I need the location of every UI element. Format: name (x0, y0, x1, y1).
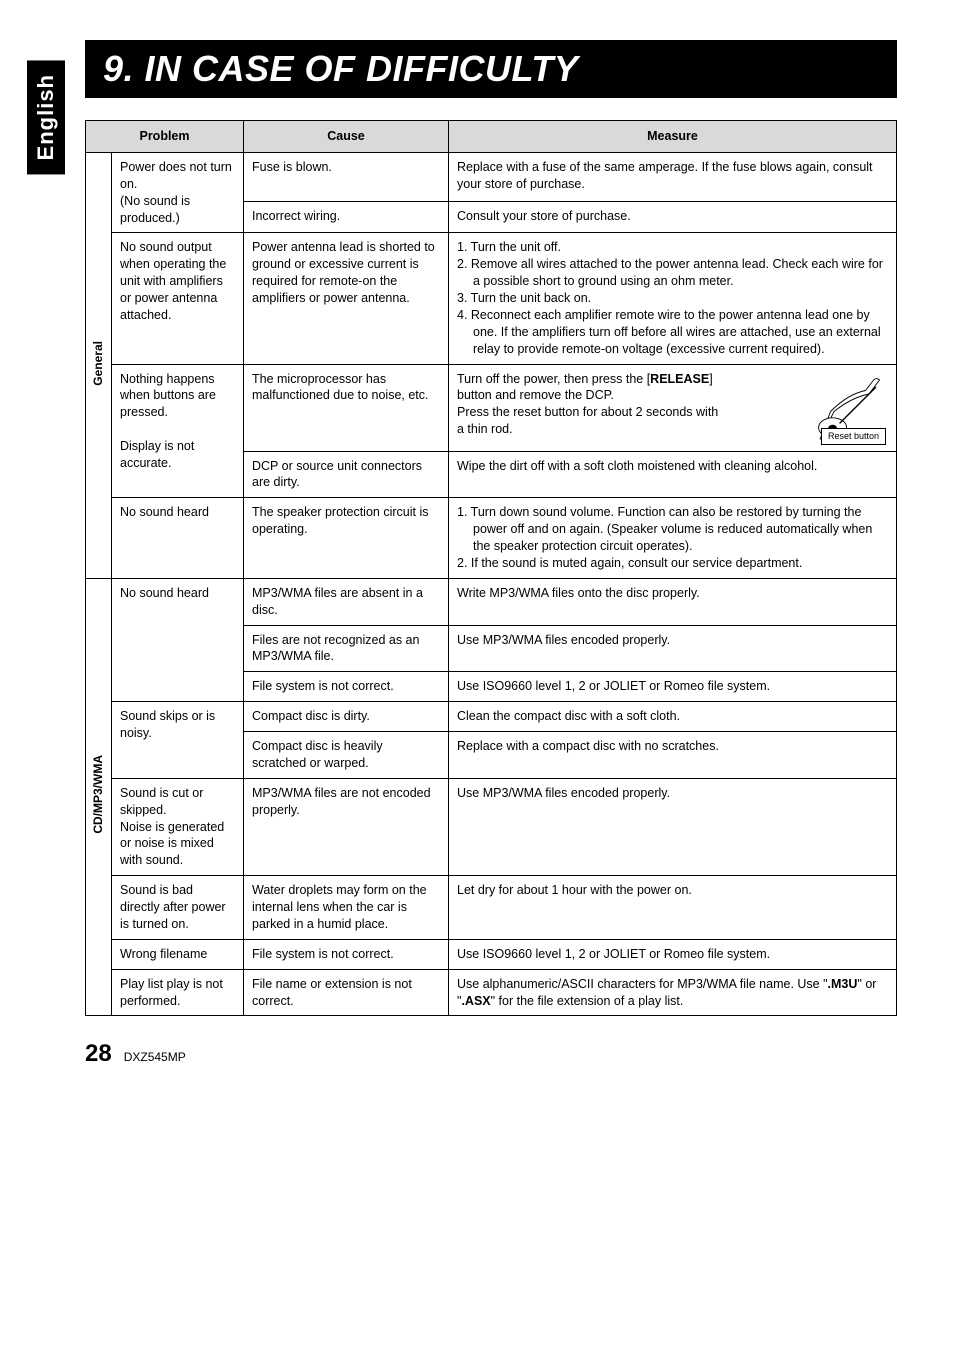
problem-cell: No sound heard (112, 578, 244, 701)
problem-cell: Sound is cut or skipped.Noise is generat… (112, 778, 244, 875)
cause-cell: Incorrect wiring. (244, 201, 449, 232)
table-row: Sound is cut or skipped.Noise is generat… (86, 778, 897, 875)
table-row: No sound output when operating the unit … (86, 233, 897, 364)
measure-cell: Replace with a fuse of the same amperage… (449, 152, 897, 201)
cause-cell: DCP or source unit connectors are dirty. (244, 451, 449, 498)
cause-cell: Fuse is blown. (244, 152, 449, 201)
measure-cell: Use ISO9660 level 1, 2 or JOLIET or Rome… (449, 939, 897, 969)
cause-cell: Compact disc is heavily scratched or war… (244, 732, 449, 779)
th-cause: Cause (244, 121, 449, 153)
model-label: DXZ545MP (124, 1050, 186, 1064)
page-footer: 28 DXZ545MP (85, 1040, 897, 1068)
page: English 9. IN CASE OF DIFFICULTY Problem… (37, 40, 897, 1068)
measure-cell: Let dry for about 1 hour with the power … (449, 876, 897, 940)
measure-cell: Wipe the dirt off with a soft cloth mois… (449, 451, 897, 498)
problem-cell: No sound heard (112, 498, 244, 579)
th-measure: Measure (449, 121, 897, 153)
table-row: CD/MP3/WMANo sound heardMP3/WMA files ar… (86, 578, 897, 625)
cause-cell: File system is not correct. (244, 939, 449, 969)
category-cell: CD/MP3/WMA (86, 578, 112, 1016)
cause-cell: Files are not recognized as an MP3/WMA f… (244, 625, 449, 672)
problem-cell: Sound is bad directly after power is tur… (112, 876, 244, 940)
language-tab: English (27, 60, 65, 174)
category-label: CD/MP3/WMA (90, 755, 106, 834)
measure-cell: Clean the compact disc with a soft cloth… (449, 702, 897, 732)
cause-cell: File system is not correct. (244, 672, 449, 702)
cause-cell: MP3/WMA files are absent in a disc. (244, 578, 449, 625)
table-row: No sound heardThe speaker protection cir… (86, 498, 897, 579)
troubleshoot-table: Problem Cause Measure GeneralPower does … (85, 120, 897, 1016)
measure-cell: Use alphanumeric/ASCII characters for MP… (449, 969, 897, 1016)
category-label: General (90, 341, 106, 386)
problem-cell: No sound output when operating the unit … (112, 233, 244, 364)
table-header-row: Problem Cause Measure (86, 121, 897, 153)
problem-cell: Sound skips or is noisy. (112, 702, 244, 779)
table-row: GeneralPower does not turn on.(No sound … (86, 152, 897, 201)
table-row: Sound skips or is noisy.Compact disc is … (86, 702, 897, 732)
page-number: 28 (85, 1040, 112, 1068)
problem-cell: Wrong filename (112, 939, 244, 969)
cause-cell: Compact disc is dirty. (244, 702, 449, 732)
cause-cell: MP3/WMA files are not encoded properly. (244, 778, 449, 875)
category-cell: General (86, 152, 112, 578)
cause-cell: File name or extension is not correct. (244, 969, 449, 1016)
table-row: Nothing happens when buttons are pressed… (86, 364, 897, 451)
table-row: Play list play is not performed.File nam… (86, 969, 897, 1016)
measure-cell: Use MP3/WMA files encoded properly. (449, 625, 897, 672)
th-problem: Problem (86, 121, 244, 153)
measure-cell: Use ISO9660 level 1, 2 or JOLIET or Rome… (449, 672, 897, 702)
measure-cell: Write MP3/WMA files onto the disc proper… (449, 578, 897, 625)
cause-cell: Water droplets may form on the internal … (244, 876, 449, 940)
measure-cell: 1. Turn down sound volume. Function can … (449, 498, 897, 579)
measure-cell: Consult your store of purchase. (449, 201, 897, 232)
measure-cell: 1. Turn the unit off.2. Remove all wires… (449, 233, 897, 364)
cause-cell: Power antenna lead is shorted to ground … (244, 233, 449, 364)
problem-cell: Nothing happens when buttons are pressed… (112, 364, 244, 498)
cause-cell: The speaker protection circuit is operat… (244, 498, 449, 579)
measure-cell: Use MP3/WMA files encoded properly. (449, 778, 897, 875)
measure-cell: Replace with a compact disc with no scra… (449, 732, 897, 779)
measure-cell: Turn off the power, then press the [RELE… (449, 364, 897, 451)
page-title: 9. IN CASE OF DIFFICULTY (85, 40, 897, 98)
problem-cell: Power does not turn on.(No sound is prod… (112, 152, 244, 233)
cause-cell: The microprocessor has malfunctioned due… (244, 364, 449, 451)
table-row: Sound is bad directly after power is tur… (86, 876, 897, 940)
table-row: Wrong filenameFile system is not correct… (86, 939, 897, 969)
reset-button-label: Reset button (821, 428, 886, 444)
problem-cell: Play list play is not performed. (112, 969, 244, 1016)
